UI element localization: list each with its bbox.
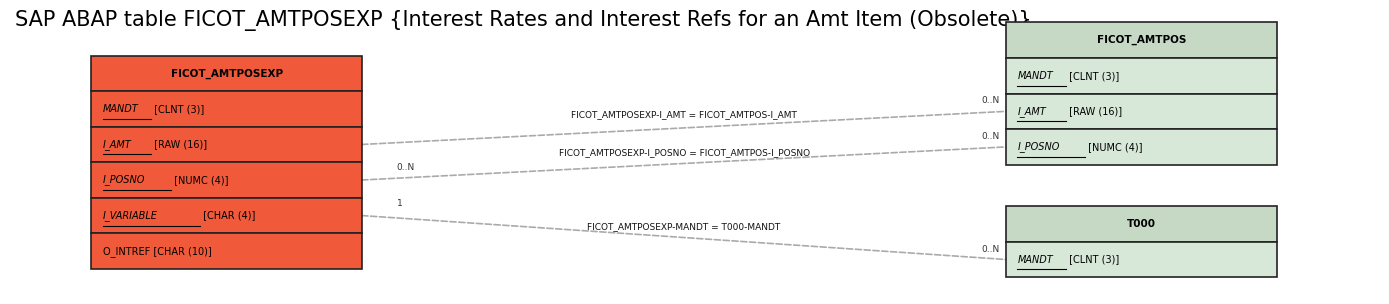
- Bar: [1007, 206, 1276, 242]
- Text: MANDT: MANDT: [1018, 254, 1053, 264]
- Bar: [1007, 129, 1276, 165]
- Text: I_VARIABLE: I_VARIABLE: [103, 210, 157, 221]
- Text: FICOT_AMTPOSEXP-I_AMT = FICOT_AMTPOS-I_AMT: FICOT_AMTPOSEXP-I_AMT = FICOT_AMTPOS-I_A…: [571, 110, 797, 119]
- Bar: [92, 91, 361, 127]
- Text: I_POSNO: I_POSNO: [1018, 141, 1060, 152]
- Text: [CLNT (3)]: [CLNT (3)]: [1065, 254, 1120, 264]
- Bar: [1007, 58, 1276, 94]
- Text: [NUMC (4)]: [NUMC (4)]: [1085, 142, 1143, 152]
- Text: MANDT: MANDT: [103, 104, 139, 114]
- Bar: [1007, 94, 1276, 129]
- Text: 0..N: 0..N: [981, 96, 1000, 105]
- Text: [RAW (16)]: [RAW (16)]: [1065, 106, 1122, 116]
- Text: [CLNT (3)]: [CLNT (3)]: [151, 104, 204, 114]
- Text: [NUMC (4)]: [NUMC (4)]: [171, 175, 228, 185]
- Text: FICOT_AMTPOSEXP-MANDT = T000-MANDT: FICOT_AMTPOSEXP-MANDT = T000-MANDT: [588, 223, 781, 232]
- Text: MANDT: MANDT: [1018, 71, 1053, 81]
- Text: SAP ABAP table FICOT_AMTPOSEXP {Interest Rates and Interest Refs for an Amt Item: SAP ABAP table FICOT_AMTPOSEXP {Interest…: [15, 10, 1032, 31]
- Text: 0..N: 0..N: [981, 132, 1000, 141]
- Text: [RAW (16)]: [RAW (16)]: [151, 140, 207, 150]
- Bar: [1007, 22, 1276, 58]
- Text: FICOT_AMTPOSEXP-I_POSNO = FICOT_AMTPOS-I_POSNO: FICOT_AMTPOSEXP-I_POSNO = FICOT_AMTPOS-I…: [558, 148, 810, 157]
- Text: FICOT_AMTPOSEXP: FICOT_AMTPOSEXP: [171, 68, 283, 78]
- Bar: [92, 56, 361, 91]
- Text: 0..N: 0..N: [396, 164, 415, 172]
- Text: [CHAR (4)]: [CHAR (4)]: [200, 211, 256, 221]
- Text: FICOT_AMTPOS: FICOT_AMTPOS: [1097, 35, 1186, 45]
- Bar: [1007, 242, 1276, 277]
- Text: 1: 1: [396, 199, 403, 208]
- Bar: [92, 233, 361, 269]
- Text: O_INTREF [CHAR (10)]: O_INTREF [CHAR (10)]: [103, 246, 211, 257]
- Text: [CLNT (3)]: [CLNT (3)]: [1065, 71, 1120, 81]
- Text: I_AMT: I_AMT: [1018, 106, 1046, 117]
- Text: I_POSNO: I_POSNO: [103, 174, 144, 185]
- Bar: [92, 127, 361, 162]
- Bar: [92, 162, 361, 198]
- Text: I_AMT: I_AMT: [103, 139, 132, 150]
- Text: T000: T000: [1126, 219, 1156, 229]
- Bar: [92, 198, 361, 233]
- Text: 0..N: 0..N: [981, 244, 1000, 254]
